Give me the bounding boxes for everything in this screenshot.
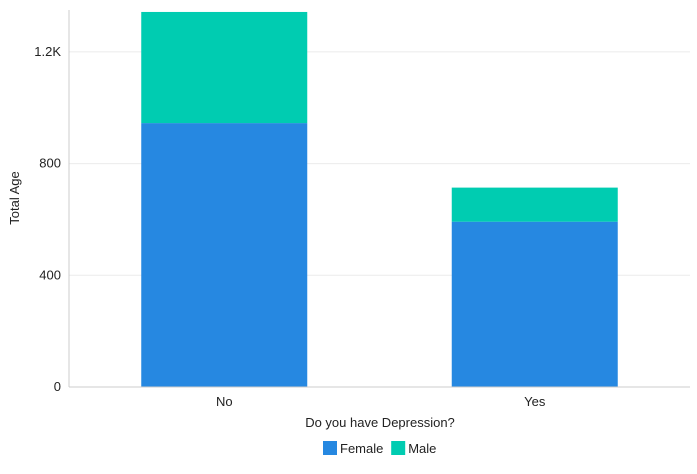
legend-swatch bbox=[391, 441, 406, 455]
legend[interactable]: Female Male bbox=[323, 441, 436, 456]
axes bbox=[68, 10, 690, 388]
legend-label: Female bbox=[340, 441, 383, 456]
y-tick-label: 400 bbox=[39, 267, 61, 282]
bar-female-yes[interactable] bbox=[451, 221, 618, 387]
legend-item-male[interactable]: Male bbox=[391, 441, 436, 456]
bar-male-yes[interactable] bbox=[451, 187, 618, 222]
y-tick-labels: 0 400 800 1.2K bbox=[34, 44, 61, 394]
legend-swatch bbox=[323, 441, 337, 455]
bars bbox=[141, 11, 618, 387]
x-tick-label: No bbox=[216, 394, 233, 409]
y-tick-label: 1.2K bbox=[34, 44, 61, 59]
legend-label: Male bbox=[408, 441, 436, 456]
y-axis-title: Total Age bbox=[7, 171, 22, 225]
y-tick-label: 0 bbox=[54, 379, 61, 394]
bar-male-no[interactable] bbox=[141, 11, 308, 124]
bar-female-no[interactable] bbox=[141, 123, 308, 387]
x-tick-label: Yes bbox=[524, 394, 546, 409]
legend-item-female[interactable]: Female bbox=[323, 441, 383, 456]
y-tick-label: 800 bbox=[39, 156, 61, 171]
x-tick-labels: No Yes bbox=[216, 394, 546, 409]
x-axis-title: Do you have Depression? bbox=[305, 415, 455, 430]
